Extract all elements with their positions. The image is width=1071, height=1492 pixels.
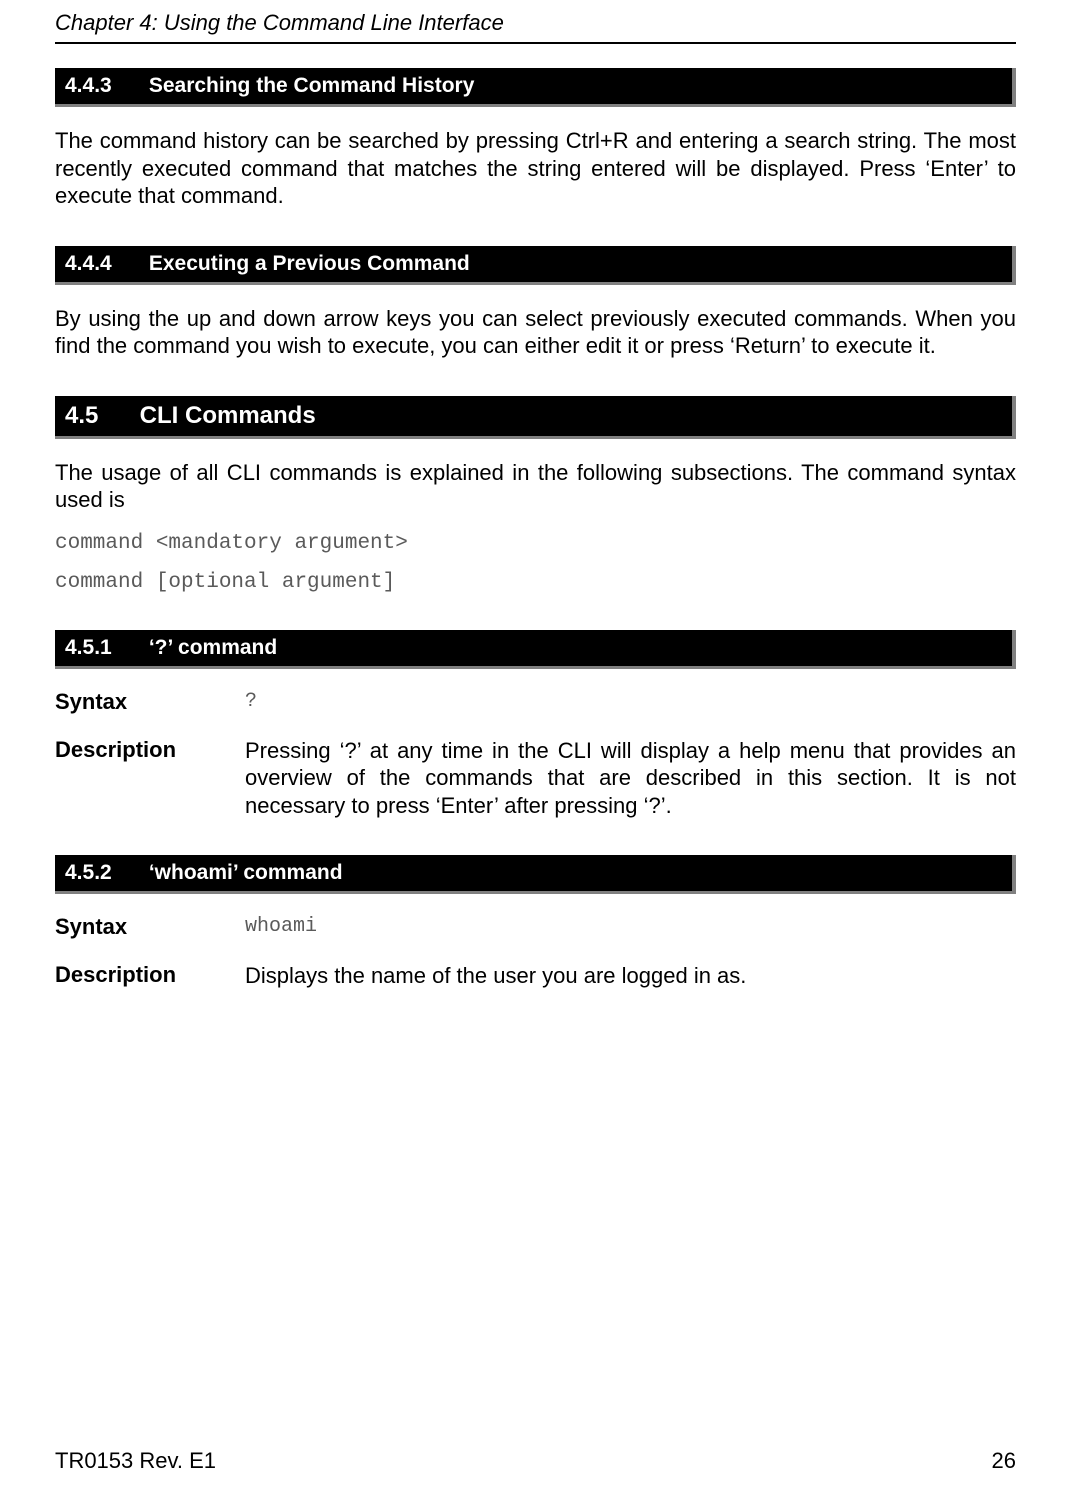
syntax-optional: command [optional argument] bbox=[55, 571, 1016, 594]
section-number: 4.5.2 bbox=[65, 861, 143, 885]
section-title: Executing a Previous Command bbox=[149, 252, 470, 275]
description-row: Description Pressing ‘?’ at any time in … bbox=[55, 737, 1016, 820]
footer-doc-id: TR0153 Rev. E1 bbox=[55, 1448, 216, 1474]
description-row: Description Displays the name of the use… bbox=[55, 962, 1016, 990]
section-title: Searching the Command History bbox=[149, 74, 475, 97]
section-heading-4-4-4: 4.4.4 Executing a Previous Command bbox=[55, 246, 1016, 285]
syntax-label: Syntax bbox=[55, 914, 245, 940]
section-body-4-4-3: The command history can be searched by p… bbox=[55, 127, 1016, 210]
syntax-value: ? bbox=[245, 689, 257, 714]
section-number: 4.5 bbox=[65, 402, 133, 430]
section-body-4-4-4: By using the up and down arrow keys you … bbox=[55, 305, 1016, 360]
section-title: ‘whoami’ command bbox=[149, 861, 343, 884]
description-value: Pressing ‘?’ at any time in the CLI will… bbox=[245, 737, 1016, 820]
section-number: 4.5.1 bbox=[65, 636, 143, 660]
footer-page-number: 26 bbox=[992, 1448, 1016, 1474]
description-label: Description bbox=[55, 962, 245, 988]
description-label: Description bbox=[55, 737, 245, 763]
section-body-4-5: The usage of all CLI commands is explain… bbox=[55, 459, 1016, 514]
section-title: ‘?’ command bbox=[149, 636, 277, 659]
header-rule bbox=[55, 42, 1016, 44]
section-heading-4-5-1: 4.5.1 ‘?’ command bbox=[55, 630, 1016, 669]
section-number: 4.4.3 bbox=[65, 74, 143, 98]
section-heading-4-5-2: 4.5.2 ‘whoami’ command bbox=[55, 855, 1016, 894]
document-page: Chapter 4: Using the Command Line Interf… bbox=[0, 0, 1071, 1492]
section-heading-4-5: 4.5 CLI Commands bbox=[55, 396, 1016, 439]
description-value: Displays the name of the user you are lo… bbox=[245, 962, 746, 990]
syntax-value: whoami bbox=[245, 914, 317, 939]
syntax-label: Syntax bbox=[55, 689, 245, 715]
syntax-row: Syntax whoami bbox=[55, 914, 1016, 940]
syntax-examples: command <mandatory argument> command [op… bbox=[55, 532, 1016, 594]
syntax-row: Syntax ? bbox=[55, 689, 1016, 715]
section-heading-4-4-3: 4.4.3 Searching the Command History bbox=[55, 68, 1016, 107]
page-footer: TR0153 Rev. E1 26 bbox=[55, 1448, 1016, 1474]
section-title: CLI Commands bbox=[140, 402, 316, 429]
syntax-mandatory: command <mandatory argument> bbox=[55, 532, 1016, 555]
chapter-header: Chapter 4: Using the Command Line Interf… bbox=[55, 10, 1016, 36]
section-number: 4.4.4 bbox=[65, 252, 143, 276]
definition-list-4-5-1: Syntax ? Description Pressing ‘?’ at any… bbox=[55, 689, 1016, 820]
definition-list-4-5-2: Syntax whoami Description Displays the n… bbox=[55, 914, 1016, 990]
